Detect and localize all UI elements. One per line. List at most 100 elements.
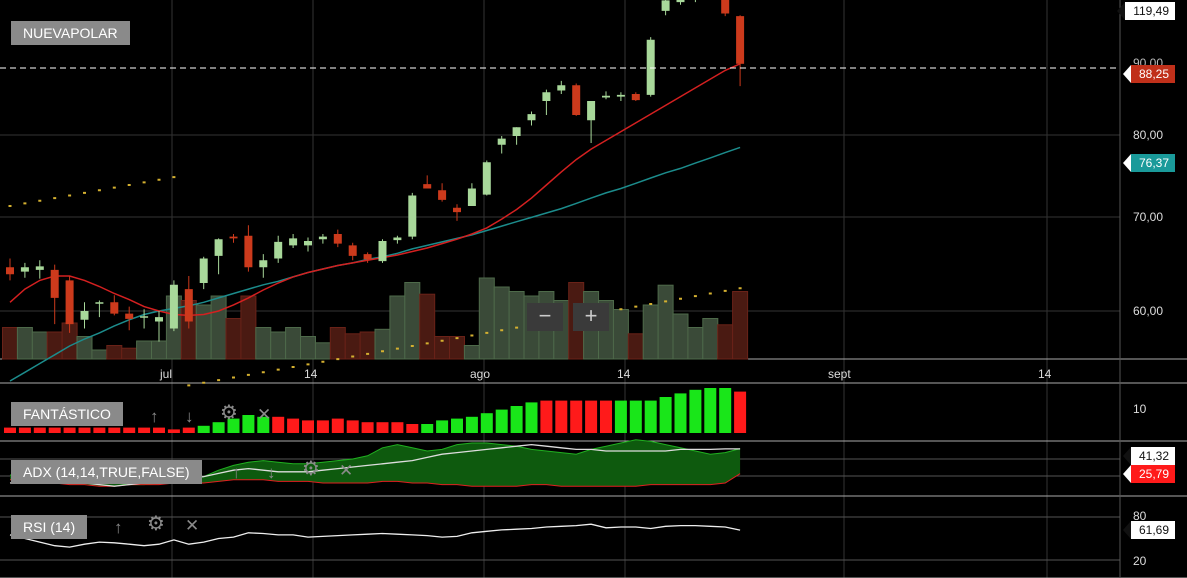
candle-body — [50, 269, 59, 298]
histogram-bar — [361, 422, 374, 433]
move-up-icon[interactable]: ↑ — [150, 407, 159, 426]
candle-body — [423, 184, 432, 189]
rsi-line — [9, 523, 741, 548]
candle-body — [333, 234, 342, 244]
candle-body — [646, 39, 655, 95]
candle-body — [6, 267, 14, 275]
histogram-bar — [197, 425, 210, 433]
candle-body — [542, 92, 551, 101]
zoom-in-button[interactable]: + — [573, 303, 609, 331]
move-up-icon[interactable]: ↑ — [232, 463, 241, 482]
volume-bar — [508, 291, 525, 360]
histogram-bar — [287, 418, 300, 433]
histogram-bar — [451, 418, 463, 433]
sar-dot — [83, 191, 86, 194]
volume-bar — [687, 327, 704, 360]
sar-dot — [425, 342, 429, 345]
sar-dot — [232, 376, 235, 379]
candle-body — [259, 260, 268, 268]
histogram-bar — [704, 388, 717, 433]
sar-dot — [500, 329, 504, 332]
move-down-icon[interactable]: ↓ — [267, 463, 276, 482]
sar-dot — [366, 352, 370, 355]
candle-body — [453, 207, 461, 213]
sar-dot — [738, 287, 742, 290]
candle-body — [721, 0, 730, 14]
histogram-bar — [212, 422, 225, 433]
volume-bar — [419, 293, 436, 360]
volume-bar — [642, 304, 659, 360]
histogram-bar — [242, 415, 255, 433]
sar-dot — [8, 205, 12, 207]
move-down-icon[interactable]: ↓ — [185, 407, 194, 426]
sar-dot — [470, 334, 474, 337]
x-axis-label: 14 — [304, 367, 318, 381]
candle-body — [244, 235, 253, 268]
sar-dot — [53, 197, 57, 200]
gear-icon[interactable]: ⚙ — [147, 513, 165, 535]
candle-body — [348, 245, 357, 256]
sar-dot — [112, 186, 116, 189]
candle-body — [736, 16, 745, 64]
zoom-out-button[interactable]: − — [527, 303, 563, 331]
histogram-bar — [719, 388, 732, 433]
volume-bar — [732, 291, 749, 360]
volume-bar — [121, 347, 138, 360]
gear-icon[interactable]: ⚙ — [220, 402, 238, 424]
volume-bar — [314, 342, 331, 360]
histogram-bar — [510, 406, 523, 433]
volume-bar — [627, 333, 644, 360]
candle-body — [199, 258, 208, 283]
move-up-icon[interactable]: ↑ — [114, 518, 123, 537]
sar-dot — [708, 292, 712, 295]
candle-body — [80, 311, 89, 320]
adx-lower-badge: 25,79 — [1122, 465, 1175, 483]
volume-bar — [225, 318, 242, 360]
candle-body — [557, 85, 566, 91]
histogram-bar — [331, 418, 344, 433]
histogram-bar — [18, 427, 31, 433]
volume-bar — [31, 331, 48, 360]
histogram-bar — [227, 418, 240, 433]
histogram-bar — [123, 427, 136, 433]
candle-body — [616, 94, 625, 97]
gear-icon[interactable]: ⚙ — [302, 458, 320, 480]
close-icon[interactable]: ✕ — [339, 461, 354, 480]
histogram-bar — [629, 400, 642, 433]
close-icon[interactable]: ✕ — [185, 516, 200, 535]
sar-dot — [381, 350, 384, 353]
sar-dot — [68, 194, 72, 197]
histogram-bar — [376, 422, 389, 433]
teal-moving-average-line — [9, 146, 741, 382]
volume-bar — [612, 309, 629, 360]
histogram-bar — [585, 400, 598, 433]
sar-dot — [485, 331, 489, 334]
adx-panel-label: ADX (14,14,TRUE,FALSE) — [11, 460, 202, 484]
histogram-bar — [644, 400, 657, 433]
rsi-tick-label: 20 — [1133, 554, 1147, 568]
sar-dot — [649, 303, 653, 305]
adx-di-area — [10, 439, 741, 487]
histogram-bar — [48, 427, 61, 433]
sar-dot — [217, 379, 221, 382]
histogram-bar — [346, 420, 359, 433]
volume-bar — [404, 282, 421, 360]
candle-body — [661, 0, 670, 11]
candle-body — [304, 241, 312, 246]
candle-body — [229, 236, 238, 239]
ma-value-badge: 76,37 — [1122, 154, 1175, 172]
volume-bar — [493, 286, 510, 360]
sar-dot — [440, 339, 444, 342]
sar-dot — [127, 184, 131, 186]
histogram-bar — [614, 400, 627, 433]
histogram-bar — [525, 402, 538, 433]
sar-dot — [321, 360, 325, 363]
sar-dot — [172, 176, 176, 179]
close-icon[interactable]: ✕ — [257, 405, 272, 424]
volume-bar — [16, 327, 33, 360]
histogram-bar — [465, 416, 478, 433]
rsi-tick-label: 80 — [1133, 509, 1147, 523]
volume-bar — [240, 295, 257, 360]
histogram-bar — [182, 427, 195, 433]
